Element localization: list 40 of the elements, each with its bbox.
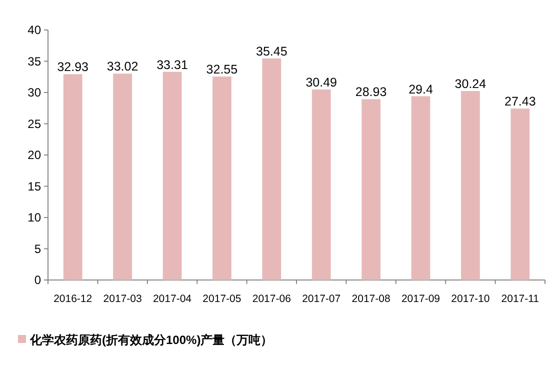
data-label: 32.55 xyxy=(206,62,238,77)
data-label: 30.24 xyxy=(454,77,486,91)
x-tick-label: 2017-06 xyxy=(252,293,292,305)
data-label: 30.49 xyxy=(306,75,338,90)
x-tick-label: 2017-10 xyxy=(451,293,490,305)
x-tick-label: 2017-03 xyxy=(103,293,142,305)
data-label: 33.31 xyxy=(156,58,188,72)
data-label: 27.43 xyxy=(504,94,536,109)
y-tick-label: 35 xyxy=(28,54,42,68)
bar xyxy=(510,108,530,280)
x-tick-label: 2017-05 xyxy=(202,293,242,305)
y-tick-label: 0 xyxy=(34,273,42,287)
x-tick-label: 2017-09 xyxy=(401,293,440,305)
bar xyxy=(113,74,132,280)
data-label: 32.93 xyxy=(57,60,89,74)
bar xyxy=(262,58,282,280)
x-tick-label: 2017-08 xyxy=(352,293,390,305)
x-tick-label: 2016-12 xyxy=(54,293,92,305)
y-tick-label: 10 xyxy=(28,210,42,224)
data-label: 35.45 xyxy=(256,44,288,58)
y-tick-label: 40 xyxy=(28,23,42,37)
data-label: 28.93 xyxy=(355,85,387,100)
bar xyxy=(212,76,232,280)
bar xyxy=(312,89,331,280)
x-tick-label: 2017-11 xyxy=(501,293,540,305)
y-tick-label: 5 xyxy=(34,242,42,256)
y-tick-label: 15 xyxy=(28,179,42,194)
y-tick-label: 25 xyxy=(28,116,42,131)
bar xyxy=(162,72,182,280)
bar xyxy=(362,99,380,280)
bar xyxy=(461,91,480,280)
x-tick-label: 2017-07 xyxy=(302,293,341,305)
legend-label: 化学农药原药(折有效成分100%)产量（万吨） xyxy=(29,333,273,347)
y-tick-label: 20 xyxy=(28,148,42,162)
y-tick-label: 30 xyxy=(28,86,42,100)
bar xyxy=(63,74,82,280)
data-label: 29.4 xyxy=(408,82,433,96)
data-label: 33.02 xyxy=(106,60,138,74)
bar xyxy=(411,96,430,280)
x-tick-label: 2017-04 xyxy=(152,293,192,305)
